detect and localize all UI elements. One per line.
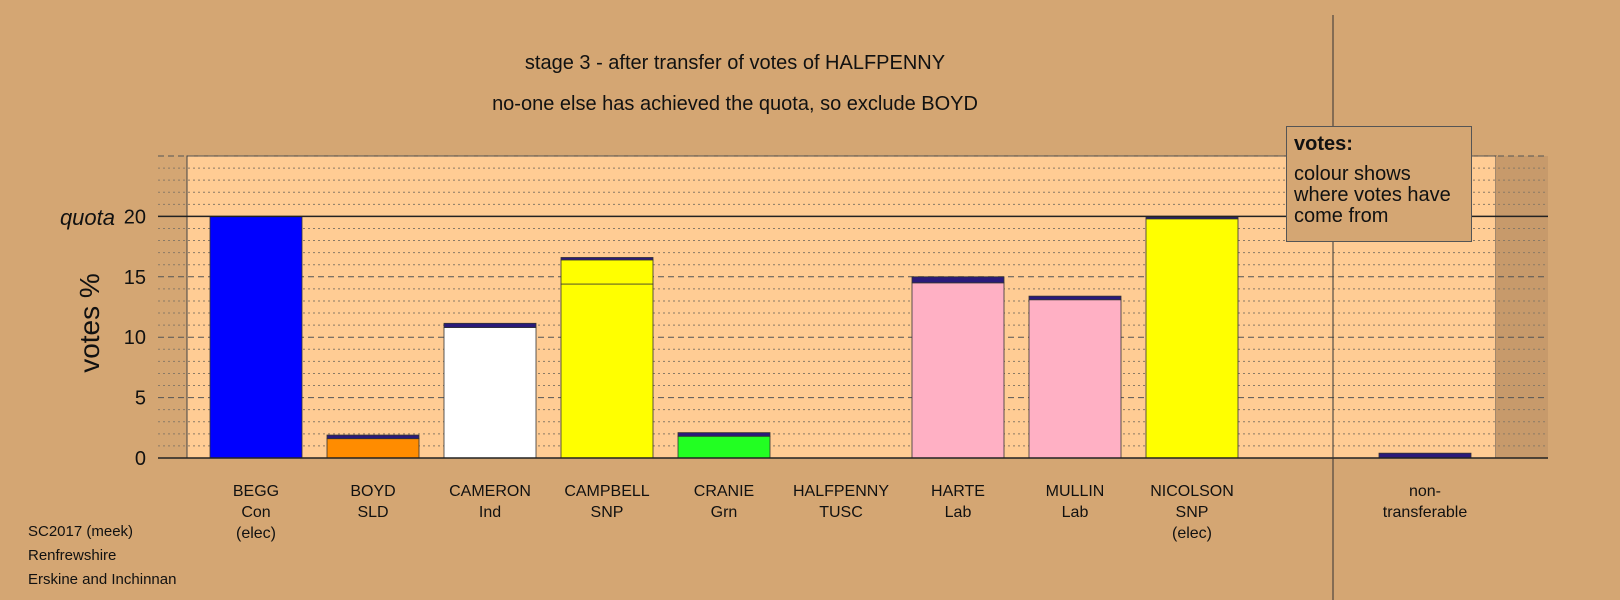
plot-area (186, 155, 1497, 459)
x-tick-label: Con (241, 504, 270, 521)
x-tick-label: SNP (1176, 504, 1209, 521)
y-tick-label: 0 (135, 448, 146, 470)
x-tick-label: SNP (591, 504, 624, 521)
legend-text: colour shows where votes have come from (1294, 163, 1451, 227)
x-tick-labels: BEGG Con (elec) BOYD SLD CAMERON Ind CAMPBELL SN… (233, 483, 1467, 542)
bar-segment (560, 283, 654, 459)
bar-segment (677, 435, 771, 459)
x-tick-label: SLD (357, 504, 388, 521)
legend-title: votes: (1294, 133, 1353, 155)
x-tick-label: MULLIN (1046, 483, 1105, 500)
x-tick-label: Grn (711, 504, 738, 521)
bar-segment (911, 276, 1005, 284)
bar-segment (1145, 216, 1239, 220)
footer-election: SC2017 (meek) (28, 523, 134, 540)
y-tick-label: 15 (124, 267, 146, 289)
bars (209, 215, 1472, 459)
quota-label: quota (60, 205, 115, 230)
x-tick-label: transferable (1383, 504, 1468, 521)
x-tick-label: Lab (945, 504, 972, 521)
gridlines (158, 155, 1548, 447)
x-tick-label: NICOLSON (1150, 483, 1234, 500)
footer-council: Renfrewshire (28, 547, 117, 564)
y-tick-label: 20 (124, 206, 146, 228)
x-tick-label: BEGG (233, 483, 279, 500)
bar-segment (1028, 295, 1122, 301)
x-tick-label: HARTE (931, 483, 985, 500)
bar-segment (1028, 299, 1122, 459)
bar-segment (560, 259, 654, 285)
x-tick-label: Ind (479, 504, 501, 521)
y-tick-label: 5 (135, 388, 146, 410)
x-tick-label: HALFPENNY (793, 483, 889, 500)
chart-title: stage 3 - after transfer of votes of HAL… (524, 52, 946, 74)
y-tick-labels: 0 5 10 15 20 (124, 206, 146, 470)
x-tick-label: CRANIE (694, 483, 754, 500)
bar-segment (1145, 218, 1239, 459)
y-tick-label: 10 (124, 327, 146, 349)
bar-segment (560, 257, 654, 261)
x-tick-label: CAMERON (449, 483, 531, 500)
x-tick-label: (elec) (236, 525, 276, 542)
legend-box: votes: colour shows where votes have com… (1286, 126, 1472, 242)
x-tick-label: BOYD (350, 483, 395, 500)
bar-segment (443, 322, 537, 328)
bar-segment (443, 327, 537, 459)
x-tick-label: non- (1409, 483, 1441, 500)
chart-subtitle: no-one else has achieved the quota, so e… (492, 93, 978, 115)
footer-ward: Erskine and Inchinnan (28, 571, 177, 588)
bar-segment (326, 434, 420, 440)
bar-segment (911, 282, 1005, 459)
bar-segment (326, 438, 420, 459)
y-axis-label: votes % (74, 273, 105, 373)
bar-segment (209, 215, 303, 459)
x-tick-label: Lab (1062, 504, 1089, 521)
bar-segment (677, 432, 771, 437)
x-tick-label: TUSC (819, 504, 863, 521)
x-tick-label: CAMPBELL (564, 483, 649, 500)
x-tick-label: (elec) (1172, 525, 1212, 542)
nontransferable-shade (1496, 156, 1548, 458)
